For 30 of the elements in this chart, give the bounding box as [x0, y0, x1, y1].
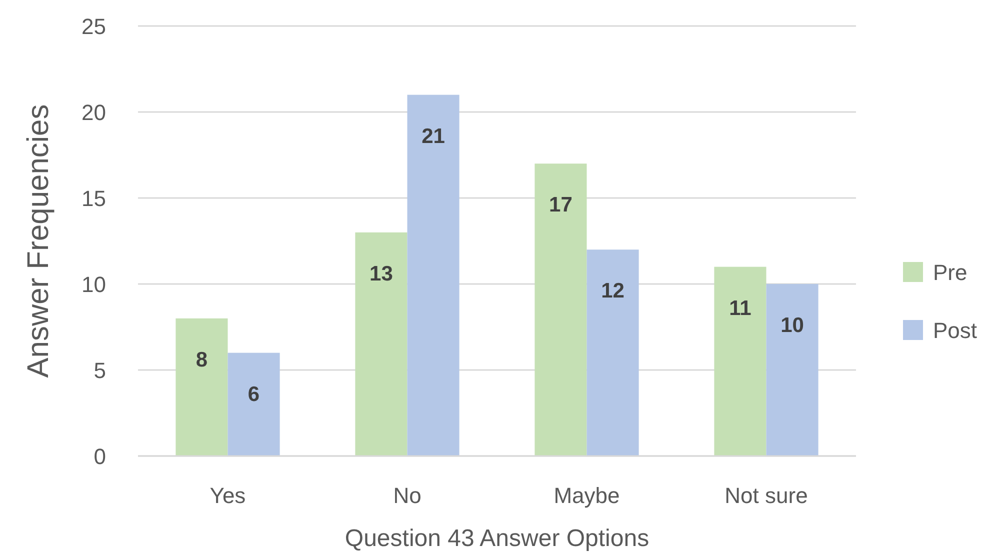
bar: [176, 318, 228, 456]
y-tick-label: 5: [94, 358, 106, 383]
y-axis-title: Answer Frequencies: [22, 104, 55, 378]
data-label: 21: [422, 124, 446, 148]
data-label: 8: [196, 348, 208, 372]
x-tick-label: No: [393, 483, 422, 508]
legend-label: Post: [933, 318, 978, 343]
data-label: 10: [780, 314, 804, 337]
bar: [586, 250, 639, 456]
legend-label: Pre: [933, 260, 968, 285]
bar: [534, 164, 587, 456]
x-tick-label: Maybe: [554, 483, 620, 508]
x-tick-label: Yes: [210, 483, 246, 508]
bar: [228, 352, 280, 456]
bar: [714, 266, 766, 456]
bar: [407, 94, 460, 456]
data-label: 12: [601, 280, 624, 303]
data-label: 11: [729, 296, 752, 320]
data-label: 13: [370, 262, 393, 286]
y-tick-label: 10: [82, 272, 106, 297]
y-tick-label: 20: [82, 100, 106, 125]
data-label: 17: [549, 194, 572, 217]
bar: [355, 232, 408, 456]
y-tick-label: 25: [82, 14, 106, 39]
x-axis-title: Question 43 Answer Options: [344, 525, 650, 552]
x-tick-label: Not sure: [724, 483, 808, 508]
y-tick-label: 15: [82, 186, 106, 211]
y-tick-label: 0: [94, 444, 106, 469]
bar: [766, 284, 818, 456]
data-label: 6: [248, 382, 260, 406]
